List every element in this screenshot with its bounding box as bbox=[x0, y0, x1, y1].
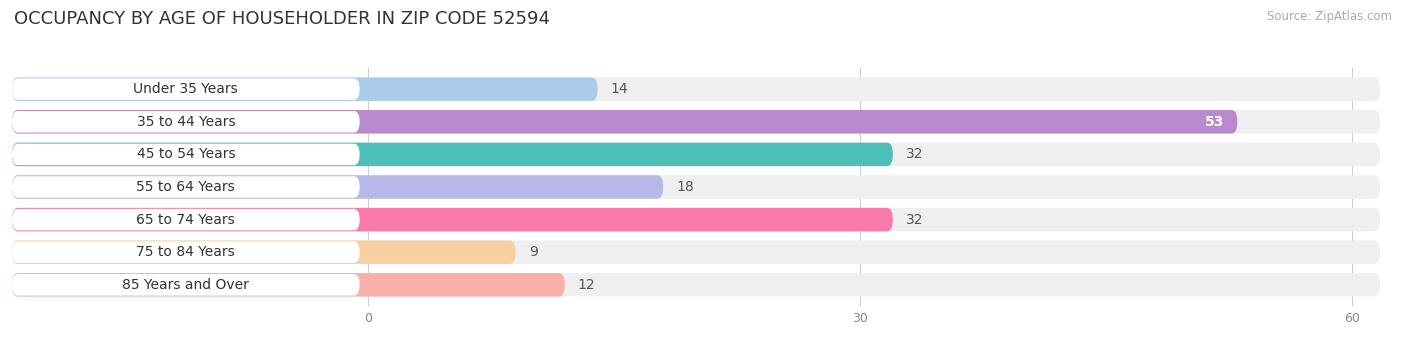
FancyBboxPatch shape bbox=[11, 176, 360, 198]
Text: 32: 32 bbox=[905, 148, 924, 162]
FancyBboxPatch shape bbox=[11, 143, 1379, 166]
FancyBboxPatch shape bbox=[11, 110, 1237, 134]
Text: 53: 53 bbox=[1205, 115, 1225, 129]
Text: 45 to 54 Years: 45 to 54 Years bbox=[136, 148, 235, 162]
FancyBboxPatch shape bbox=[11, 274, 360, 295]
FancyBboxPatch shape bbox=[11, 240, 516, 264]
FancyBboxPatch shape bbox=[11, 111, 360, 133]
FancyBboxPatch shape bbox=[11, 79, 360, 100]
Text: 12: 12 bbox=[578, 278, 596, 292]
FancyBboxPatch shape bbox=[11, 209, 360, 231]
FancyBboxPatch shape bbox=[11, 273, 1379, 296]
Text: 55 to 64 Years: 55 to 64 Years bbox=[136, 180, 235, 194]
Text: OCCUPANCY BY AGE OF HOUSEHOLDER IN ZIP CODE 52594: OCCUPANCY BY AGE OF HOUSEHOLDER IN ZIP C… bbox=[14, 10, 550, 28]
FancyBboxPatch shape bbox=[11, 208, 893, 231]
Text: 85 Years and Over: 85 Years and Over bbox=[122, 278, 249, 292]
FancyBboxPatch shape bbox=[11, 143, 360, 165]
FancyBboxPatch shape bbox=[11, 78, 1379, 101]
Text: 75 to 84 Years: 75 to 84 Years bbox=[136, 245, 235, 259]
FancyBboxPatch shape bbox=[11, 78, 598, 101]
FancyBboxPatch shape bbox=[11, 143, 893, 166]
Text: 65 to 74 Years: 65 to 74 Years bbox=[136, 212, 235, 226]
Text: Under 35 Years: Under 35 Years bbox=[134, 82, 238, 96]
Text: Source: ZipAtlas.com: Source: ZipAtlas.com bbox=[1267, 10, 1392, 23]
Text: 14: 14 bbox=[610, 82, 628, 96]
FancyBboxPatch shape bbox=[11, 273, 565, 296]
FancyBboxPatch shape bbox=[11, 175, 664, 199]
FancyBboxPatch shape bbox=[11, 110, 1379, 134]
Text: 32: 32 bbox=[905, 212, 924, 226]
Text: 18: 18 bbox=[676, 180, 695, 194]
FancyBboxPatch shape bbox=[11, 241, 360, 263]
Text: 9: 9 bbox=[529, 245, 537, 259]
FancyBboxPatch shape bbox=[11, 175, 1379, 199]
Text: 35 to 44 Years: 35 to 44 Years bbox=[136, 115, 235, 129]
FancyBboxPatch shape bbox=[11, 240, 1379, 264]
FancyBboxPatch shape bbox=[11, 208, 1379, 231]
